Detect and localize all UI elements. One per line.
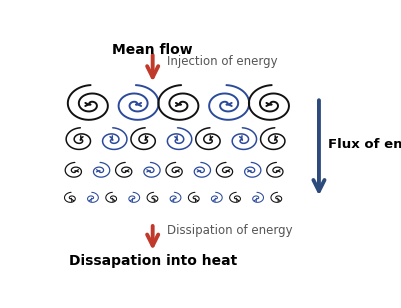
- Text: Dissapation into heat: Dissapation into heat: [69, 254, 237, 268]
- Text: Dissipation of energy: Dissipation of energy: [167, 224, 292, 237]
- Text: Flux of energy: Flux of energy: [328, 138, 401, 151]
- Text: Mean flow: Mean flow: [112, 43, 193, 57]
- Text: Injection of energy: Injection of energy: [167, 55, 277, 68]
